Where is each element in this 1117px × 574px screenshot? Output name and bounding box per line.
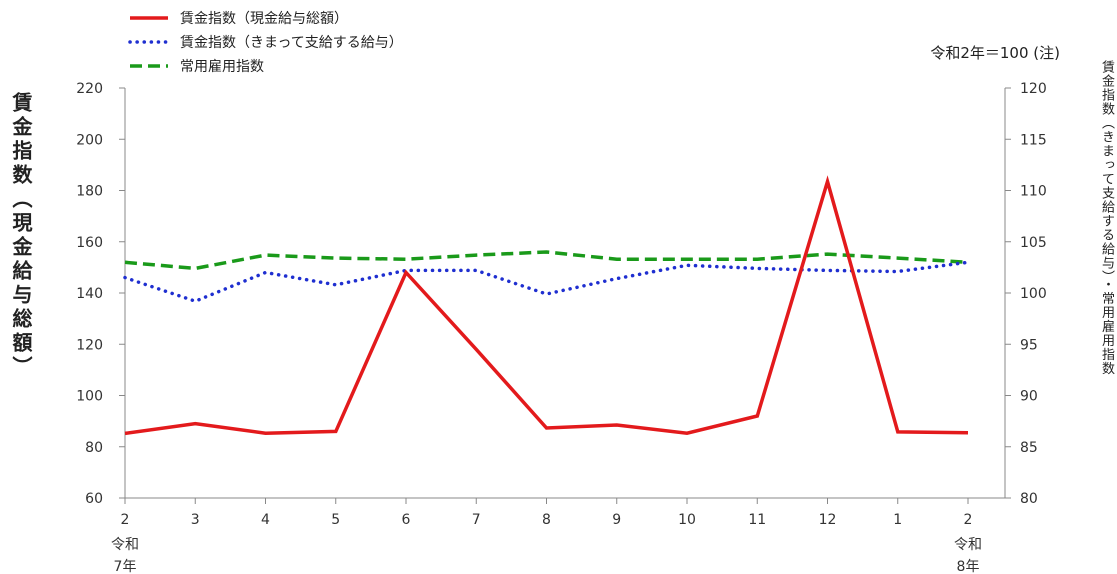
left-tick-label: 140 xyxy=(76,286,103,302)
right-tick-label: 110 xyxy=(1020,184,1047,200)
series-line-2 xyxy=(123,260,970,304)
chart-note: 令和2年＝100 (注) xyxy=(930,44,1060,62)
x-tick-label: 6 xyxy=(402,512,411,528)
x-tick-label: 3 xyxy=(191,512,200,528)
x-era-label: 令和 xyxy=(111,537,139,553)
left-tick-label: 60 xyxy=(85,491,103,507)
right-tick-label: 85 xyxy=(1020,440,1038,456)
left-tick-label: 160 xyxy=(76,235,103,251)
right-tick-label: 100 xyxy=(1020,286,1047,302)
x-tick-label: 4 xyxy=(261,512,270,528)
axes: 6080100120140160180200220808590951001051… xyxy=(76,81,1046,574)
x-tick-label: 12 xyxy=(819,512,837,528)
left-tick-label: 100 xyxy=(76,389,103,405)
legend-label: 常用雇用指数 xyxy=(180,58,264,75)
x-tick-label: 2 xyxy=(121,512,130,528)
x-tick-label: 1 xyxy=(893,512,902,528)
x-tick-label: 7 xyxy=(472,512,481,528)
right-axis-label: 賃金指数（きまって支給する給与）・常用雇用指数 xyxy=(1099,60,1114,376)
right-tick-label: 90 xyxy=(1020,389,1038,405)
series-line-3 xyxy=(124,250,969,271)
series-layer xyxy=(123,175,970,436)
x-year-label: 8年 xyxy=(957,559,980,574)
right-tick-label: 80 xyxy=(1020,491,1038,507)
x-tick-label: 9 xyxy=(612,512,621,528)
series-line-1 xyxy=(124,175,969,436)
left-tick-label: 120 xyxy=(76,337,103,353)
x-era-label: 令和 xyxy=(954,537,982,553)
x-tick-label: 5 xyxy=(331,512,340,528)
left-tick-label: 220 xyxy=(76,81,103,97)
x-tick-label: 11 xyxy=(748,512,766,528)
left-tick-label: 80 xyxy=(85,440,103,456)
right-tick-label: 120 xyxy=(1020,81,1047,97)
right-tick-label: 95 xyxy=(1020,337,1038,353)
left-tick-label: 200 xyxy=(76,132,103,148)
right-tick-label: 115 xyxy=(1020,132,1047,148)
legend-label: 賃金指数（現金給与総額） xyxy=(180,11,348,27)
left-axis-label: 賃金指数（現金給与総額） xyxy=(9,92,33,380)
x-tick-label: 8 xyxy=(542,512,551,528)
left-tick-label: 180 xyxy=(76,184,103,200)
legend-label: 賃金指数（きまって支給する給与） xyxy=(180,35,403,51)
x-tick-label: 2 xyxy=(964,512,973,528)
legend: 賃金指数（現金給与総額） 賃金指数（きまって支給する給与） 常用雇用指数 xyxy=(128,11,403,75)
x-year-label: 7年 xyxy=(114,559,137,574)
x-tick-label: 10 xyxy=(678,512,696,528)
right-tick-label: 105 xyxy=(1020,235,1047,251)
